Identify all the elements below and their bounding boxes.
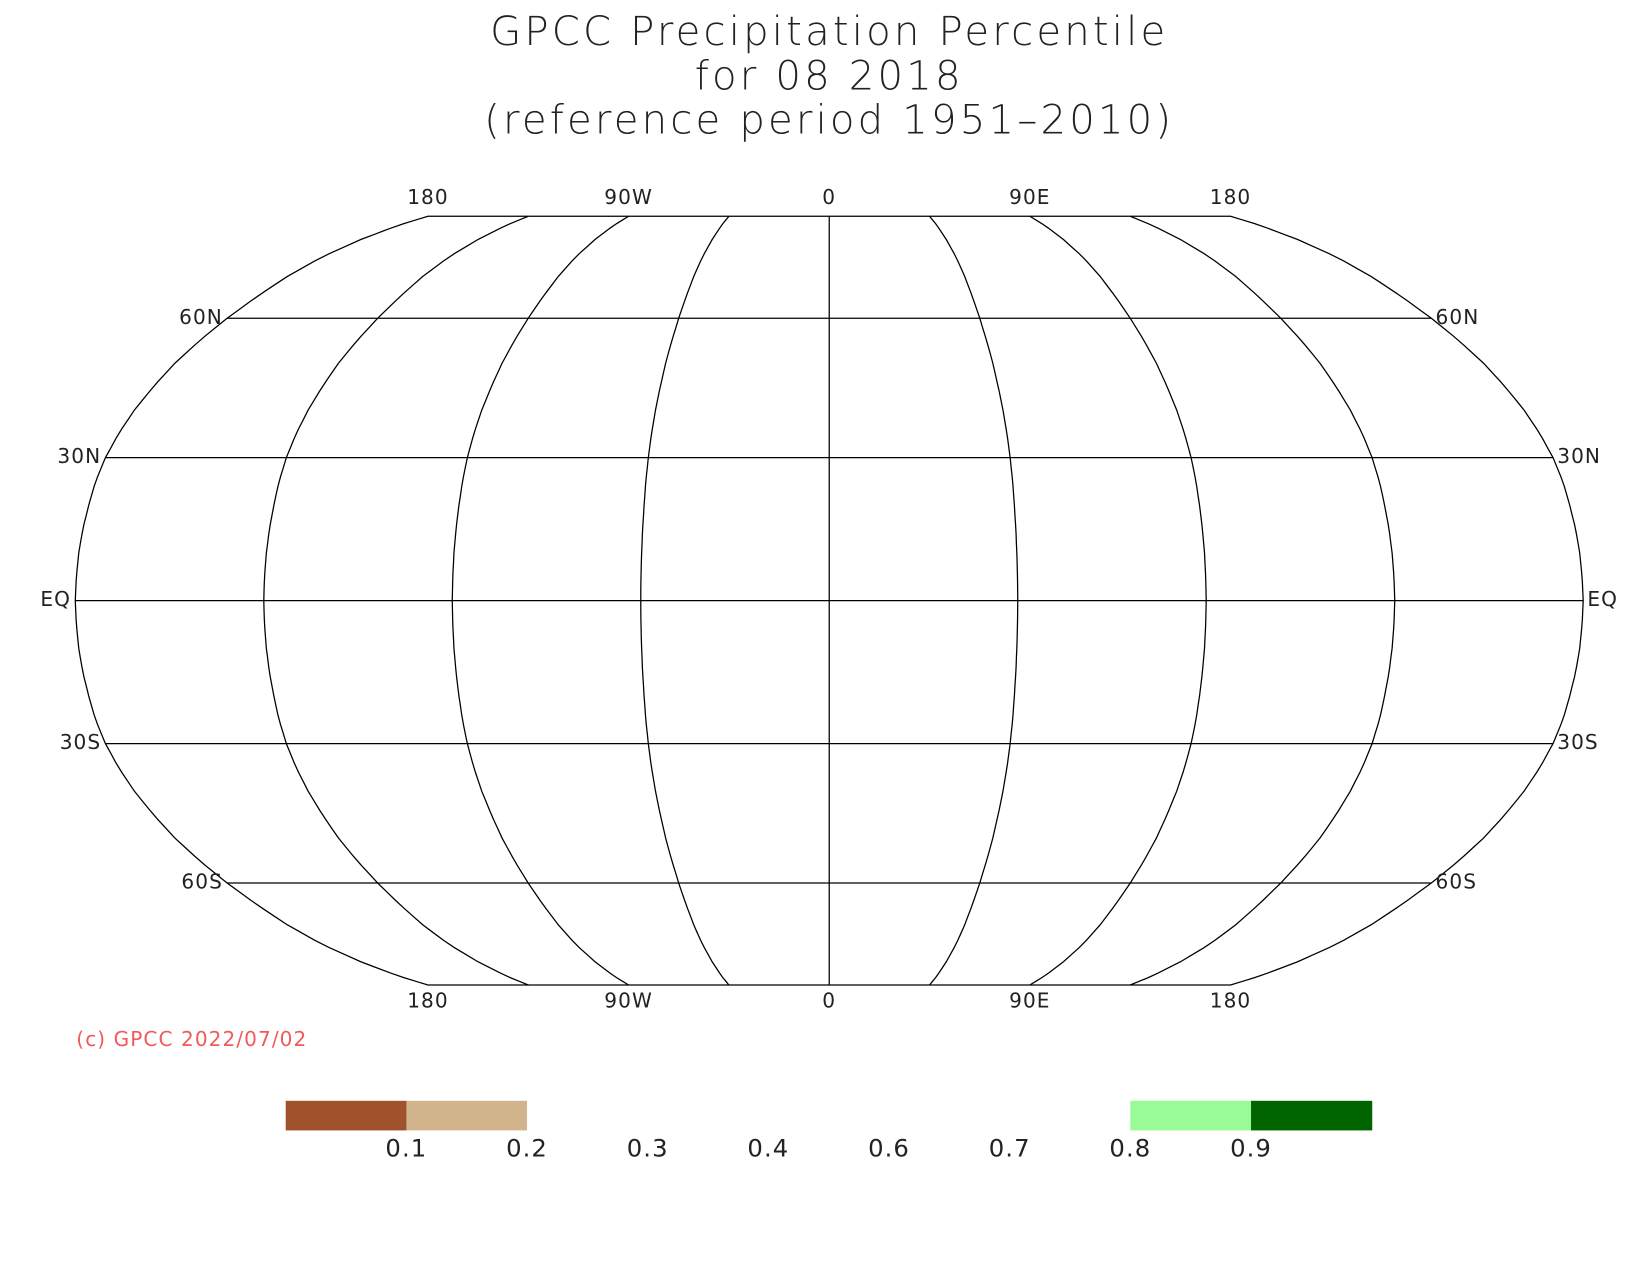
legend-swatch	[768, 1100, 890, 1131]
lat-label: 30N	[57, 444, 101, 468]
title-line: GPCC Precipitation Percentile	[490, 9, 1168, 55]
lat-label: 60S	[181, 870, 222, 894]
legend-label: 0.4	[747, 1133, 789, 1162]
legend-swatch	[889, 1100, 1011, 1131]
lon-label: 180	[407, 988, 448, 1012]
legend-label: 0.2	[506, 1133, 548, 1162]
title-line: for 08 2018	[695, 53, 964, 99]
lon-label: 90W	[604, 988, 653, 1012]
lon-label: 0	[822, 988, 836, 1012]
lon-label: 90W	[604, 185, 653, 209]
lon-label: 90E	[1009, 988, 1050, 1012]
legend-label: 0.8	[1109, 1133, 1151, 1162]
lon-label: 0	[822, 185, 836, 209]
lat-label: EQ	[40, 587, 71, 611]
lon-label: 180	[1210, 988, 1251, 1012]
legend-swatch	[1130, 1100, 1252, 1131]
lon-label: 180	[407, 185, 448, 209]
lon-label: 90E	[1009, 185, 1050, 209]
lat-label: 30N	[1557, 444, 1601, 468]
legend-label: 0.9	[1230, 1133, 1272, 1162]
graticule	[74, 215, 1584, 986]
legend-swatch	[527, 1100, 649, 1131]
map-outline	[74, 215, 1584, 986]
lat-label: 60N	[1436, 305, 1480, 329]
lat-label: EQ	[1587, 587, 1618, 611]
legend-label: 0.7	[989, 1133, 1031, 1162]
legend-swatch	[647, 1100, 769, 1131]
title-line: (reference period 1951–2010)	[484, 98, 1174, 144]
credit: (c) GPCC 2022/07/02	[76, 1027, 307, 1051]
legend-label: 0.6	[868, 1133, 910, 1162]
legend-swatch	[406, 1100, 528, 1131]
legend-swatch	[1009, 1100, 1131, 1131]
lat-label: 60N	[179, 305, 223, 329]
lon-label: 180	[1210, 185, 1251, 209]
lat-label: 60S	[1436, 870, 1477, 894]
legend-swatch	[285, 1100, 407, 1131]
lat-label: 30S	[1557, 730, 1598, 754]
legend-label: 0.1	[385, 1133, 427, 1162]
lat-label: 30S	[60, 730, 101, 754]
legend-label: 0.3	[627, 1133, 669, 1162]
legend-swatch	[1251, 1100, 1373, 1131]
